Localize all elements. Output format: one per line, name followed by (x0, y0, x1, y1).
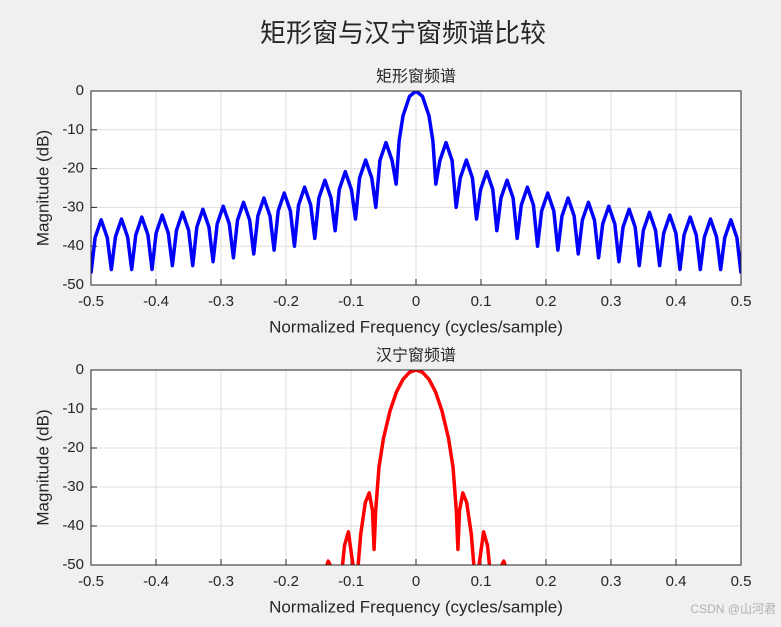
axes-box (90, 90, 742, 286)
x-tick-label: 0.2 (536, 293, 557, 310)
y-axis-label: Magnitude (dB) (33, 409, 52, 525)
figure-title: 矩形窗与汉宁窗频谱比较 (260, 19, 546, 49)
x-tick-label: 0.1 (471, 293, 492, 310)
x-tick-label: -0.4 (143, 573, 169, 590)
x-tick-label: 0.3 (601, 293, 622, 310)
watermark: CSDN @山河君 (690, 602, 776, 616)
x-tick-label: -0.2 (273, 293, 299, 310)
x-tick-label: 0.5 (731, 573, 752, 590)
y-tick-label: -10 (62, 121, 84, 138)
axes-title: 汉宁窗频谱 (376, 346, 456, 365)
y-tick-label: 0 (76, 361, 84, 378)
y-tick-label: -10 (62, 400, 84, 417)
data-line (91, 91, 741, 274)
x-tick-label: 0.1 (471, 573, 492, 590)
y-tick-label: -30 (62, 478, 84, 495)
y-tick-label: -30 (62, 198, 84, 215)
x-tick-label: 0.5 (731, 293, 752, 310)
y-tick-label: 0 (76, 82, 84, 99)
x-tick-label: -0.2 (273, 573, 299, 590)
x-tick-label: 0.3 (601, 573, 622, 590)
axes-title: 矩形窗频谱 (376, 67, 456, 86)
x-tick-label: 0 (412, 293, 420, 310)
y-tick-label: -50 (62, 276, 84, 293)
y-axis-label: Magnitude (dB) (33, 130, 52, 246)
x-tick-label: -0.3 (208, 573, 234, 590)
y-tick-label: -40 (62, 517, 84, 534)
x-tick-label: -0.1 (338, 293, 364, 310)
x-tick-label: 0.4 (666, 293, 687, 310)
x-axis-label: Normalized Frequency (cycles/sample) (269, 597, 563, 616)
x-tick-label: -0.5 (78, 293, 104, 310)
y-tick-label: -50 (62, 556, 84, 573)
x-tick-label: -0.5 (78, 573, 104, 590)
x-tick-label: 0.2 (536, 573, 557, 590)
x-tick-label: -0.1 (338, 573, 364, 590)
data-line (325, 370, 507, 565)
x-tick-label: 0 (412, 573, 420, 590)
x-tick-label: -0.3 (208, 293, 234, 310)
y-tick-label: -20 (62, 439, 84, 456)
x-tick-label: -0.4 (143, 293, 169, 310)
y-tick-label: -20 (62, 160, 84, 177)
y-tick-label: -40 (62, 237, 84, 254)
x-tick-label: 0.4 (666, 573, 687, 590)
x-axis-label: Normalized Frequency (cycles/sample) (269, 317, 563, 336)
axes-box (90, 369, 742, 566)
